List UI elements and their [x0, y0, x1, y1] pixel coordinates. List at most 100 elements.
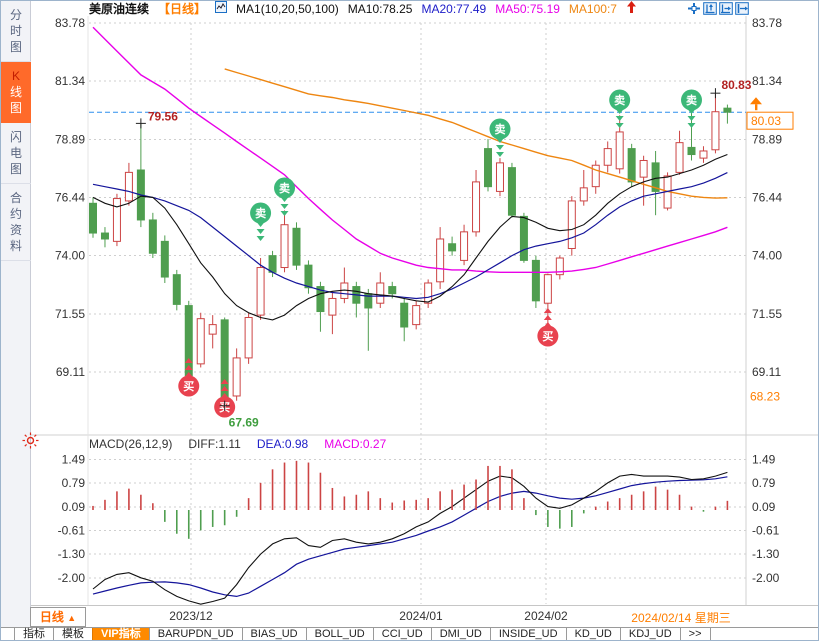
time-axis: 日线 ▲ 2023/12 2024/01 2024/02 2024/02/14 星期…	[30, 605, 818, 627]
svg-text:71.55: 71.55	[55, 307, 85, 321]
svg-text:-1.30: -1.30	[58, 547, 86, 561]
indicator-tab-VIP指标[interactable]: VIP指标	[92, 628, 150, 640]
svg-text:78.89: 78.89	[55, 132, 85, 146]
svg-text:-0.61: -0.61	[58, 524, 86, 538]
sell-signal-badge	[681, 89, 702, 111]
sell-signal-badge	[250, 202, 272, 224]
indicator-tab-DMI_UD[interactable]: DMI_UD	[430, 628, 491, 640]
svg-text:76.44: 76.44	[752, 191, 782, 205]
buy-signal-badge	[178, 375, 200, 397]
svg-text:-2.00: -2.00	[58, 571, 86, 585]
macd-macd-value: MACD:0.27	[324, 437, 387, 451]
sidebar-tab-4[interactable]: 合约资料	[1, 184, 31, 261]
svg-text:71.55: 71.55	[752, 307, 782, 321]
y-axis-scale-icon[interactable]	[703, 2, 717, 15]
macd-name: MACD(26,12,9)	[89, 437, 173, 451]
svg-text:74.00: 74.00	[55, 249, 85, 263]
svg-text:卖: 卖	[255, 206, 266, 220]
svg-text:卖: 卖	[686, 93, 697, 107]
svg-text:0.09: 0.09	[752, 500, 776, 514]
axis-labels: 83.78 83.78 81.34 81.34 78.89 78.89 76.44 76.44…	[55, 16, 782, 585]
indicator-tab-INSIDE_UD[interactable]: INSIDE_UD	[489, 628, 567, 640]
svg-text:81.34: 81.34	[55, 74, 85, 88]
svg-text:69.11: 69.11	[56, 365, 85, 379]
indicator-tab-指标[interactable]: 指标	[14, 628, 54, 640]
svg-text:-1.30: -1.30	[752, 547, 780, 561]
date-tick-2024/02: 2024/02	[524, 609, 568, 623]
macd-dea-value: DEA:0.98	[256, 437, 309, 451]
buy-signal-badge	[537, 325, 559, 347]
ma10-value: MA10:78.25	[347, 1, 413, 16]
candles-layer	[89, 93, 732, 406]
period-tag[interactable]: 【日线】	[158, 1, 207, 16]
svg-text:69.11: 69.11	[752, 365, 781, 379]
macd-header: MACD(26,12,9) DIFF:1.11 DEA:0.98 MACD:0.…	[89, 436, 386, 452]
date-tick-2024/01: 2024/01	[399, 609, 443, 623]
svg-text:-2.00: -2.00	[752, 571, 780, 585]
indicator-tab-BIAS_UD[interactable]: BIAS_UD	[241, 628, 307, 640]
sidebar-tab-3[interactable]: 闪电图	[1, 123, 31, 184]
svg-text:78.89: 78.89	[752, 132, 782, 146]
mini-chart-icon	[215, 1, 228, 16]
svg-text:81.34: 81.34	[752, 74, 782, 88]
move-tool-icon[interactable]	[687, 2, 701, 15]
instrument-title: 美原油连续	[89, 1, 150, 16]
indicator-tab-CCI_UD[interactable]: CCI_UD	[372, 628, 432, 640]
macd-layer	[92, 460, 729, 539]
svg-text:83.78: 83.78	[752, 16, 782, 30]
sell-signal-badge	[274, 177, 296, 199]
indicator-tab-KDJ_UD[interactable]: KDJ_UD	[619, 628, 681, 640]
indicator-tab->>[interactable]: >>	[679, 628, 711, 640]
svg-text:买: 买	[542, 330, 553, 343]
ma100-value: MA100:7	[568, 1, 617, 16]
chart-header: 美原油连续 【日线】 MA1(10,20,50,100) MA10:78.25 M…	[31, 1, 818, 17]
indicator-tab-模板[interactable]: 模板	[53, 628, 93, 640]
ma20-value: MA20:77.49	[421, 1, 487, 16]
svg-text:-0.61: -0.61	[752, 524, 780, 538]
ma-settings-label: MA1(10,20,50,100)	[236, 1, 339, 16]
up-arrow-icon	[626, 1, 637, 17]
svg-text:1.49: 1.49	[752, 452, 776, 466]
axis-low-label: 68.23	[750, 390, 780, 404]
svg-text:76.44: 76.44	[55, 191, 85, 205]
indicator-tabbar: 指标 模板 VIP指标 BARUPDN_UD BIAS_UD BOLL_UD CCI_UD D…	[1, 627, 818, 640]
svg-text:卖: 卖	[614, 93, 625, 107]
svg-text:0.79: 0.79	[752, 476, 776, 490]
ma50-value: MA50:75.19	[495, 1, 560, 16]
indicator-tab-BOLL_UD[interactable]: BOLL_UD	[305, 628, 374, 640]
svg-text:0.79: 0.79	[62, 476, 86, 490]
ma-lines-layer	[92, 26, 728, 605]
low-annotation: 67.69	[229, 416, 259, 430]
current-price-marker: 80.03	[89, 97, 794, 130]
sidebar-tab-1[interactable]: 分时图	[1, 1, 31, 62]
sell-signal-badge	[609, 89, 631, 111]
sell-signal-badge	[489, 118, 511, 140]
pan-forward-icon[interactable]	[735, 2, 749, 15]
svg-text:买: 买	[183, 380, 194, 393]
pane-borders	[31, 16, 818, 605]
svg-text:1.49: 1.49	[62, 452, 86, 466]
current-price-tag: 80.03	[751, 114, 781, 128]
indicator-tab-KD_UD[interactable]: KD_UD	[565, 628, 621, 640]
svg-text:卖: 卖	[494, 122, 505, 136]
date-tick-2023/12: 2023/12	[169, 609, 213, 623]
svg-text:83.78: 83.78	[55, 16, 85, 30]
chart-toolbar	[687, 2, 749, 15]
indicator-tab-BARUPDN_UD[interactable]: BARUPDN_UD	[148, 628, 243, 640]
svg-text:74.00: 74.00	[752, 249, 782, 263]
macd-diff-value: DIFF:1.11	[188, 437, 241, 451]
chart-canvas[interactable]: 83.78 83.78 81.34 81.34 78.89 78.89 76.44 76.44…	[31, 16, 819, 605]
indicator-settings-icon[interactable]	[22, 432, 39, 454]
svg-text:0.09: 0.09	[62, 500, 86, 514]
last-high-annotation: 80.83	[721, 78, 751, 92]
period-selector[interactable]: 日线 ▲	[30, 607, 86, 627]
x-axis-scale-icon[interactable]	[719, 2, 733, 15]
svg-text:卖: 卖	[279, 181, 290, 195]
high-annotation: 79.56	[148, 109, 178, 123]
annotations-layer: 79.56 80.83 67.69	[135, 78, 752, 430]
current-date-label: 2024/02/14 星期三	[631, 611, 731, 625]
